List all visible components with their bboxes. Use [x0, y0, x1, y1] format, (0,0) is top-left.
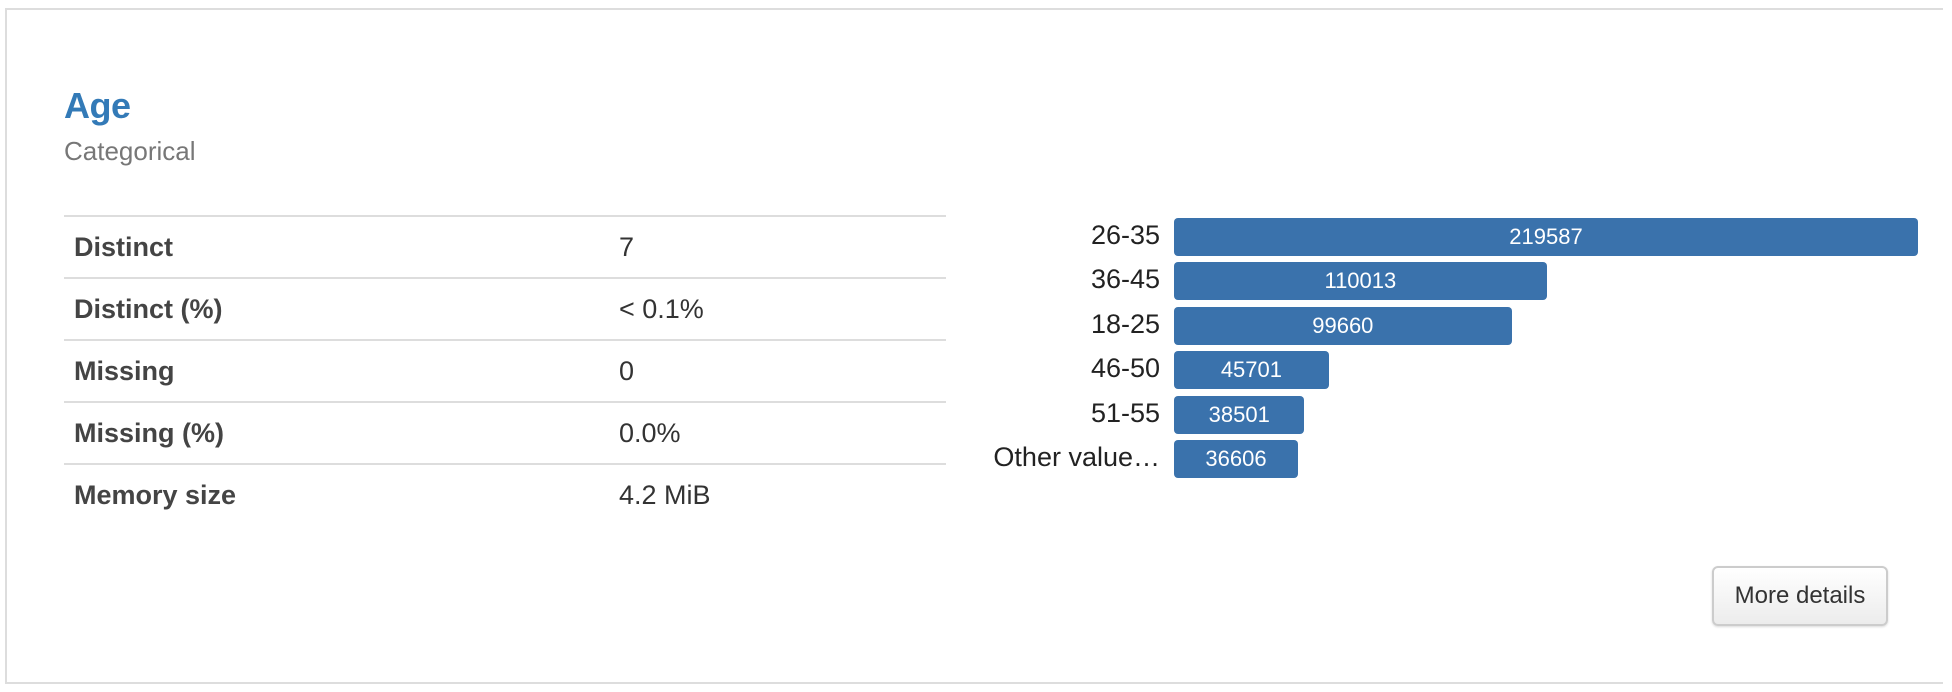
frequency-bar: 110013: [1174, 262, 1547, 301]
table-row: Missing 0: [64, 340, 946, 402]
table-row: Distinct (%) < 0.1%: [64, 278, 946, 340]
stat-label: Distinct: [74, 231, 174, 262]
category-label: Other value…: [993, 442, 1160, 472]
stat-label: Missing: [74, 355, 175, 386]
stat-value: 0: [619, 355, 635, 386]
frequency-bar: 36606: [1174, 440, 1299, 478]
bar-value-label: 36606: [1205, 446, 1267, 471]
table-row: Memory size 4.2 MiB: [64, 464, 946, 526]
frequency-bar: 45701: [1174, 351, 1329, 390]
stats-table: Distinct 7 Distinct (%) < 0.1% Missing 0…: [64, 215, 946, 526]
category-label: 51-55: [1090, 397, 1160, 428]
variable-type: Categorical: [64, 136, 196, 166]
stat-label: Missing (%): [74, 417, 225, 448]
category-label: 46-50: [1090, 353, 1160, 384]
bar-value-label: 38501: [1208, 401, 1270, 427]
bar-value-label: 219587: [1509, 224, 1583, 249]
variable-name: Age: [64, 85, 131, 126]
frequency-bar: 99660: [1174, 306, 1512, 345]
frequency-bar: 219587: [1174, 218, 1918, 256]
stat-value: < 0.1%: [619, 293, 704, 324]
bar-value-label: 99660: [1312, 312, 1374, 338]
bar-value-label: 45701: [1220, 357, 1282, 383]
table-row: Missing (%) 0.0%: [64, 402, 946, 464]
stat-value: 0.0%: [619, 417, 681, 448]
category-label: 18-25: [1090, 308, 1160, 339]
category-label: 36-45: [1090, 264, 1160, 295]
bar-value-label: 110013: [1324, 268, 1397, 294]
variable-panel: [5, 8, 1943, 684]
stat-value: 7: [619, 231, 635, 262]
category-label: 26-35: [1090, 220, 1160, 250]
stat-label: Memory size: [74, 480, 237, 510]
table-row: Distinct 7: [64, 216, 946, 278]
frequency-bar: 38501: [1174, 395, 1305, 434]
stat-value: 4.2 MiB: [619, 480, 711, 510]
stat-label: Distinct (%): [74, 293, 223, 324]
more-details-button[interactable]: More details: [1712, 566, 1888, 626]
